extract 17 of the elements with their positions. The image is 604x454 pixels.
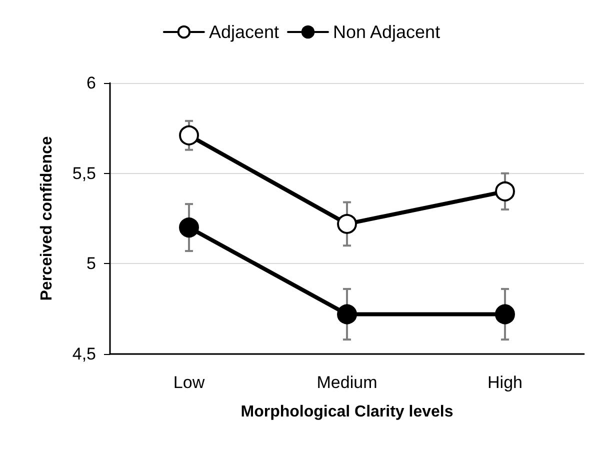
x-tick-label: Low xyxy=(173,373,206,392)
point xyxy=(337,214,357,234)
y-tick-label: 5 xyxy=(86,254,96,274)
y-tick-label: 5,5 xyxy=(72,164,96,183)
point xyxy=(495,181,515,202)
y-tick-label: 6 xyxy=(86,74,96,92)
legend-label: Adjacent xyxy=(208,22,280,42)
point xyxy=(179,125,199,146)
point xyxy=(337,304,357,324)
y-axis-title: Perceived confidence xyxy=(38,136,56,301)
x-tick-label: High xyxy=(488,373,522,392)
x-tick-label: Medium xyxy=(316,373,378,392)
point xyxy=(495,304,515,324)
x-axis-title: Morphological Clarity levels xyxy=(240,404,454,420)
point xyxy=(179,218,199,238)
legend-label: Non Adjacent xyxy=(332,22,440,42)
y-tick-label: 4,5 xyxy=(72,344,96,364)
